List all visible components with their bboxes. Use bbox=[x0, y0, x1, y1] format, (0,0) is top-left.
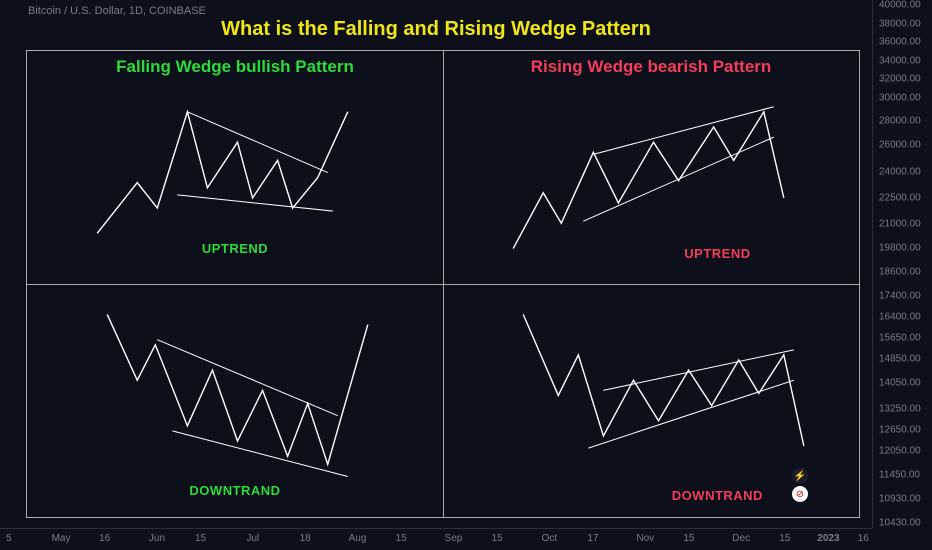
price-tick: 13250.00 bbox=[879, 404, 921, 415]
quad-falling-downtrend: DOWNTRAND bbox=[27, 284, 443, 517]
price-tick: 40000.00 bbox=[879, 0, 921, 11]
price-tick: 12650.00 bbox=[879, 425, 921, 436]
price-tick: 14850.00 bbox=[879, 354, 921, 365]
price-tick: 32000.00 bbox=[879, 74, 921, 85]
time-tick: 17 bbox=[587, 533, 598, 544]
price-tick: 38000.00 bbox=[879, 18, 921, 29]
time-tick: 15 bbox=[779, 533, 790, 544]
symbol-label: Bitcoin / U.S. Dollar, 1D, COINBASE bbox=[28, 5, 206, 17]
pattern-grid: Falling Wedge bullish Pattern UPTREND Ri… bbox=[26, 50, 860, 518]
price-tick: 30000.00 bbox=[879, 92, 921, 103]
time-tick: Dec bbox=[732, 533, 750, 544]
price-tick: 10930.00 bbox=[879, 493, 921, 504]
time-tick: 15 bbox=[683, 533, 694, 544]
price-tick: 26000.00 bbox=[879, 140, 921, 151]
price-tick: 19800.00 bbox=[879, 243, 921, 254]
time-tick: Nov bbox=[636, 533, 654, 544]
time-tick: 16 bbox=[858, 533, 869, 544]
time-tick: 15 bbox=[195, 533, 206, 544]
time-tick: Sep bbox=[445, 533, 463, 544]
price-tick: 18600.00 bbox=[879, 266, 921, 277]
time-tick: Aug bbox=[349, 533, 367, 544]
price-axis[interactable]: 40000.00 38000.00 36000.00 34000.00 32000.00… bbox=[872, 0, 932, 528]
time-tick: Jun bbox=[149, 533, 165, 544]
wedge-top bbox=[593, 107, 773, 155]
price-line bbox=[513, 112, 784, 249]
label-uptrend-bullish: UPTREND bbox=[27, 241, 443, 256]
label-downtrend-bearish: DOWNTRAND bbox=[672, 488, 763, 503]
price-tick: 22500.00 bbox=[879, 193, 921, 204]
wedge-bottom bbox=[177, 195, 332, 211]
price-tick: 12050.00 bbox=[879, 446, 921, 457]
time-tick: 5 bbox=[6, 533, 12, 544]
time-tick: 2023 bbox=[817, 533, 839, 544]
price-tick: 24000.00 bbox=[879, 166, 921, 177]
time-tick: 15 bbox=[396, 533, 407, 544]
price-tick: 28000.00 bbox=[879, 116, 921, 127]
flash-icon[interactable]: ⚡ bbox=[792, 468, 808, 484]
time-tick: Jul bbox=[246, 533, 259, 544]
chart-corner-controls: ⚡ ⊘ bbox=[792, 468, 808, 502]
label-downtrend-bullish: DOWNTRAND bbox=[27, 483, 443, 498]
quad-falling-uptrend: Falling Wedge bullish Pattern UPTREND bbox=[27, 51, 443, 284]
price-tick: 11450.00 bbox=[879, 470, 920, 481]
price-tick: 14050.00 bbox=[879, 377, 921, 388]
main-title: What is the Falling and Rising Wedge Pat… bbox=[0, 18, 872, 41]
time-tick: 15 bbox=[491, 533, 502, 544]
time-tick: Oct bbox=[542, 533, 558, 544]
quad-rising-uptrend: Rising Wedge bearish Pattern UPTREND bbox=[443, 51, 859, 284]
price-tick: 15650.00 bbox=[879, 332, 921, 343]
price-tick: 16400.00 bbox=[879, 311, 921, 322]
pattern-svg-tr bbox=[443, 51, 859, 284]
label-uptrend-bearish: UPTREND bbox=[684, 246, 750, 261]
wedge-top bbox=[187, 112, 327, 173]
price-line bbox=[523, 314, 804, 446]
wedge-bottom bbox=[172, 431, 347, 477]
chart-area[interactable]: Bitcoin / U.S. Dollar, 1D, COINBASE What… bbox=[0, 0, 872, 528]
price-tick: 21000.00 bbox=[879, 219, 921, 230]
time-tick: May bbox=[52, 533, 71, 544]
wedge-top bbox=[157, 340, 337, 416]
pattern-svg-bl bbox=[27, 284, 443, 517]
price-tick: 17400.00 bbox=[879, 290, 921, 301]
price-line bbox=[97, 112, 348, 234]
price-tick: 36000.00 bbox=[879, 37, 921, 48]
time-axis[interactable]: 5 May 16 Jun 15 Jul 18 Aug 15 Sep 15 Oct 17 Nov 15 Dec 1… bbox=[0, 528, 872, 550]
price-line bbox=[107, 314, 368, 464]
price-tick: 34000.00 bbox=[879, 55, 921, 66]
wedge-bottom bbox=[588, 380, 793, 448]
price-tick: 10430.00 bbox=[879, 517, 921, 528]
no-entry-icon[interactable]: ⊘ bbox=[792, 486, 808, 502]
time-tick: 18 bbox=[300, 533, 311, 544]
time-tick: 16 bbox=[99, 533, 110, 544]
